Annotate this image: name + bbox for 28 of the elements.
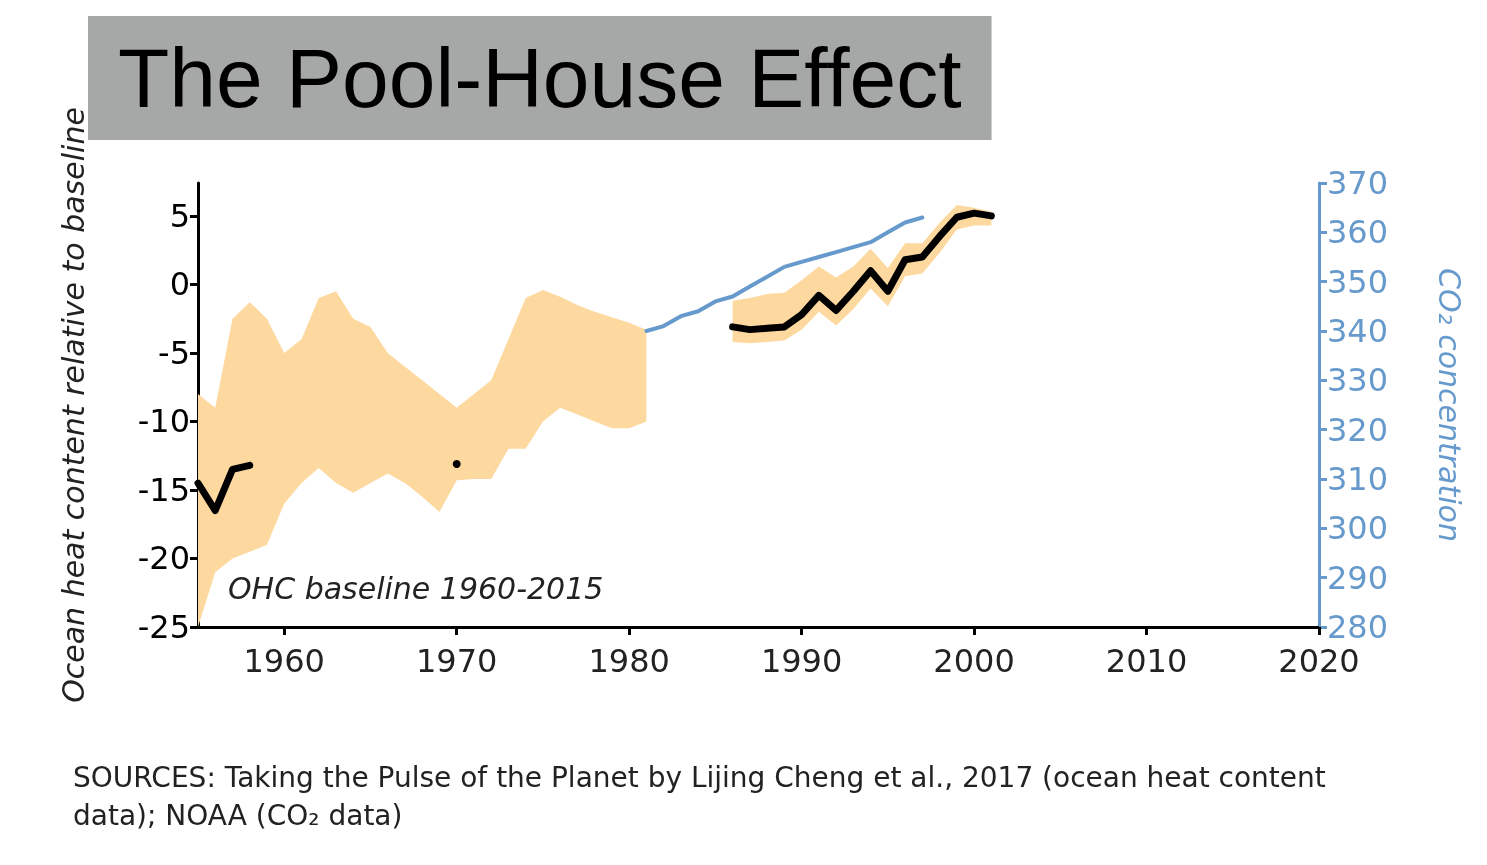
y2-tick-label: 350: [1327, 262, 1389, 301]
y-tick-label: -25: [137, 608, 190, 646]
y2-tick-label: 360: [1327, 213, 1389, 252]
x-tick-label: 1980: [588, 642, 670, 680]
source-note: SOURCES: Taking the Pulse of the Planet by Lijing Cheng et al., 2017 (ocean heat content data); NOAA (CO₂ data): [73, 760, 1335, 832]
y2-tick-label: 290: [1327, 558, 1389, 597]
y-tick-label: -10: [137, 402, 190, 441]
y2-tick-label: 310: [1327, 460, 1389, 498]
x-tick-label: 1970: [415, 642, 498, 680]
x-tick-label: 2010: [1105, 642, 1188, 680]
x-tick-label: 1960: [243, 642, 325, 680]
y2-tick-label: 320: [1327, 410, 1389, 449]
y-tick-label: -5: [158, 333, 190, 372]
y2-axis-title: CO₂ concentration: [1431, 268, 1467, 542]
annotation: OHC baseline 1960-2015: [228, 570, 604, 606]
x-tick-label: 2000: [933, 642, 1015, 680]
y2-tick-label: 330: [1327, 361, 1389, 400]
y2-tick-label: 370: [1327, 164, 1389, 202]
y2-tick-label: 300: [1327, 509, 1389, 548]
y-tick-label: -15: [137, 470, 190, 509]
y-tick-label: 5: [169, 196, 190, 235]
chart-title: The Pool-House Effect: [118, 31, 962, 125]
line-series: [644, 215, 925, 333]
y2-tick-label: 340: [1327, 312, 1389, 350]
y-tick-label: -20: [137, 539, 190, 578]
y-axis-title: Ocean heat content relative to baseline: [55, 107, 91, 703]
y-tick-label: 0: [169, 265, 190, 304]
x-tick-label: 1990: [760, 642, 843, 680]
